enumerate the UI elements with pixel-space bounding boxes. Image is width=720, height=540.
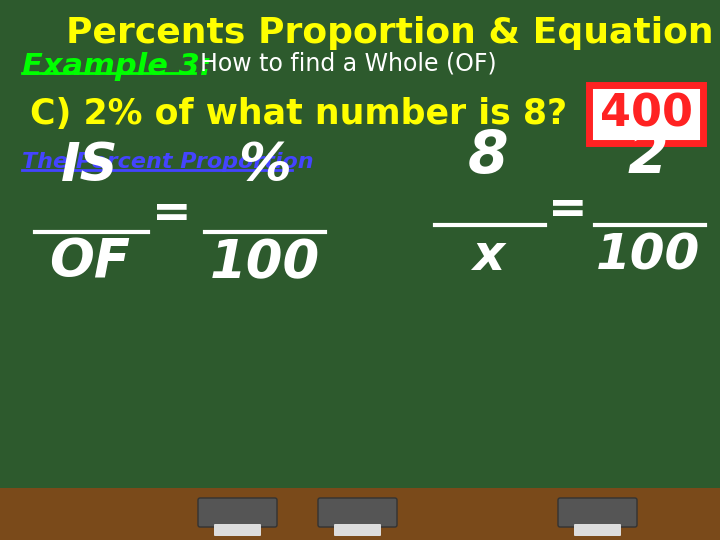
Text: IS: IS: [61, 140, 119, 192]
FancyBboxPatch shape: [574, 524, 621, 536]
Text: Example 3:: Example 3:: [22, 52, 212, 81]
FancyBboxPatch shape: [558, 498, 637, 527]
Text: x: x: [472, 232, 504, 280]
FancyBboxPatch shape: [214, 524, 261, 536]
FancyBboxPatch shape: [318, 498, 397, 527]
FancyBboxPatch shape: [198, 498, 277, 527]
Text: =: =: [152, 192, 192, 238]
Text: C) 2% of what number is 8?: C) 2% of what number is 8?: [30, 97, 567, 131]
Text: Percents Proportion & Equation: Percents Proportion & Equation: [66, 16, 714, 50]
Text: 2: 2: [628, 128, 668, 185]
Text: How to find a Whole (OF): How to find a Whole (OF): [200, 52, 497, 76]
Text: OF: OF: [50, 237, 130, 289]
Text: 400: 400: [600, 92, 693, 136]
Text: The Percent Proportion: The Percent Proportion: [22, 152, 314, 172]
Text: =: =: [548, 187, 588, 233]
FancyBboxPatch shape: [0, 488, 720, 540]
Text: 8: 8: [468, 128, 508, 185]
FancyBboxPatch shape: [589, 85, 703, 143]
Text: 100: 100: [596, 232, 700, 280]
Text: 100: 100: [210, 237, 320, 289]
FancyBboxPatch shape: [334, 524, 381, 536]
Text: %: %: [238, 140, 292, 192]
